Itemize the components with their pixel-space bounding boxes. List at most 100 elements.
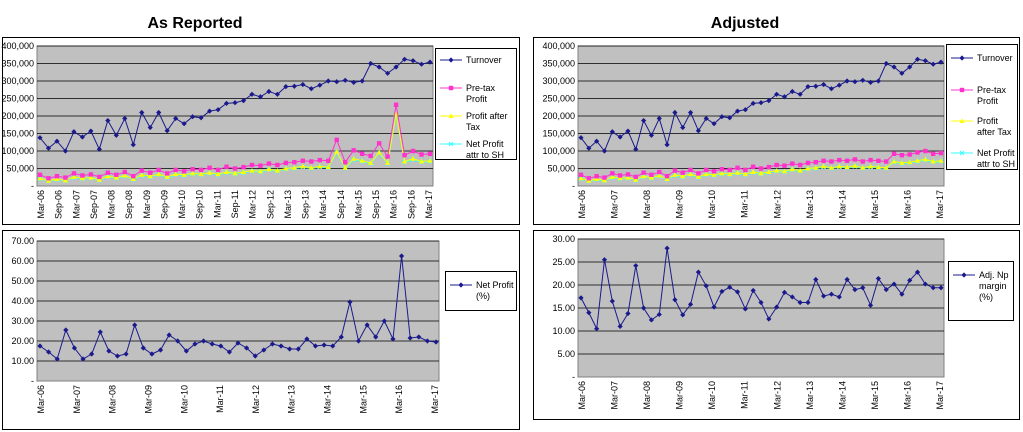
data-point — [156, 171, 162, 177]
data-point — [852, 163, 858, 168]
data-point — [633, 174, 638, 180]
legend-marker — [458, 282, 464, 288]
data-point — [244, 345, 250, 351]
data-point — [868, 157, 873, 163]
x-tick-label: Sep-07 — [89, 190, 99, 219]
data-point — [907, 159, 913, 165]
y-tick-label: 100,000 — [1, 146, 34, 156]
data-point — [734, 170, 741, 175]
data-point — [418, 158, 425, 164]
data-point — [907, 152, 912, 157]
data-point — [829, 159, 834, 164]
data-point — [680, 124, 686, 131]
data-point — [385, 70, 391, 76]
data-point — [300, 163, 306, 169]
x-tick-label: Mar-12 — [248, 190, 258, 219]
data-point — [249, 91, 255, 97]
legend-swatch — [953, 272, 975, 278]
data-point — [617, 173, 623, 178]
legend-swatch — [440, 57, 462, 63]
data-point — [695, 174, 701, 179]
data-point — [224, 164, 229, 169]
data-point — [317, 163, 323, 169]
x-tick-label: Mar-17 — [935, 381, 945, 410]
data-point — [190, 170, 196, 176]
y-tick-label: 100,000 — [542, 146, 575, 156]
data-point — [735, 165, 740, 170]
data-point — [62, 148, 69, 154]
data-point — [325, 78, 331, 84]
data-point — [252, 353, 258, 359]
data-point — [884, 159, 889, 164]
data-point — [71, 171, 77, 176]
data-point — [376, 141, 382, 146]
data-point — [427, 151, 433, 156]
series-profit-after-tax — [578, 156, 944, 183]
data-point — [828, 165, 835, 170]
data-point — [283, 160, 289, 166]
data-point — [241, 164, 246, 170]
x-tick-label: Mar-16 — [902, 381, 912, 410]
data-point — [601, 177, 608, 183]
data-point — [899, 70, 905, 76]
data-point — [727, 167, 732, 173]
data-point — [312, 343, 319, 349]
data-point — [602, 175, 607, 180]
legend-label: Turnover — [466, 55, 502, 65]
series-net-profit- — [37, 253, 439, 362]
data-point — [97, 329, 103, 335]
data-point — [258, 163, 263, 168]
data-point — [844, 276, 850, 283]
legend-label: Adj. Np margin (%) — [979, 270, 1009, 302]
x-tick-label: Mar-14 — [837, 381, 847, 410]
data-point — [797, 162, 803, 168]
data-point — [376, 64, 382, 70]
data-point — [240, 98, 247, 104]
data-point — [656, 172, 662, 178]
data-point — [343, 160, 348, 165]
data-point — [96, 146, 102, 152]
data-point — [867, 163, 874, 169]
data-point — [130, 142, 136, 148]
legend-swatch — [440, 113, 462, 118]
x-tick-label: Mar-10 — [179, 385, 189, 414]
data-point — [105, 117, 111, 124]
title-adjusted: Adjusted — [710, 15, 780, 32]
legend: Turnover Pre-tax Profit Profit after Tax Ne… — [946, 44, 1018, 170]
x-tick-label: Mar-16 — [389, 190, 399, 219]
y-tick-label: 150,000 — [542, 129, 575, 139]
data-point — [123, 351, 129, 357]
data-point — [257, 168, 264, 174]
legend-marker — [959, 118, 965, 123]
data-point — [113, 132, 119, 138]
data-point — [774, 91, 780, 97]
data-point — [821, 293, 827, 299]
data-point — [891, 64, 897, 70]
data-point — [876, 158, 881, 163]
data-point — [147, 173, 153, 179]
data-point — [359, 151, 365, 156]
chart-svg-adjusted_top: - 50,000 100,000 150,000 200,000 250,000 300,0… — [542, 41, 945, 219]
data-point — [139, 168, 144, 173]
data-point — [711, 169, 717, 174]
x-tick-label: Mar-13 — [287, 385, 297, 414]
x-tick-label: Sep-11 — [230, 190, 240, 218]
data-point — [836, 82, 842, 88]
data-point — [641, 117, 647, 124]
series-pre-tax-profit — [578, 148, 944, 181]
data-point — [821, 158, 826, 163]
data-point — [734, 108, 741, 114]
data-point — [907, 277, 913, 283]
x-tick-label: Sep-12 — [265, 190, 275, 219]
data-point — [813, 160, 818, 165]
data-point — [410, 148, 416, 154]
data-point — [719, 114, 725, 120]
data-point — [938, 158, 944, 163]
data-point — [261, 347, 267, 353]
data-point — [633, 177, 639, 182]
data-point — [240, 169, 247, 174]
data-point — [837, 157, 842, 163]
data-point — [317, 157, 322, 163]
data-point — [899, 153, 905, 158]
data-point — [930, 158, 936, 164]
